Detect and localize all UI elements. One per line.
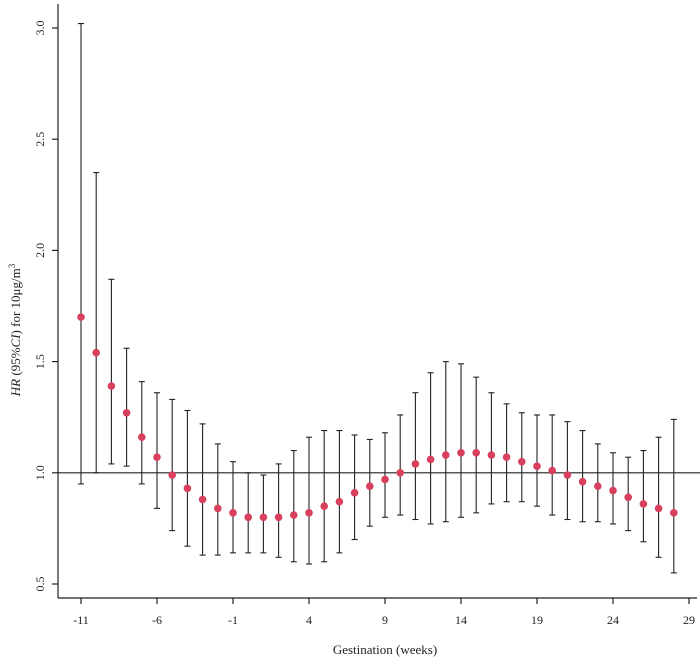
data-point — [77, 313, 85, 321]
data-point — [548, 466, 556, 475]
data-point — [320, 502, 329, 510]
y-label-ci-open: (95% — [8, 347, 23, 379]
x-tick-label: -6 — [152, 613, 162, 627]
data-point — [654, 504, 663, 513]
data-point — [487, 451, 496, 459]
x-tick-label: 9 — [382, 613, 388, 627]
data-point — [381, 475, 389, 484]
data-point — [183, 484, 192, 493]
data-point — [609, 486, 617, 495]
data-point — [92, 348, 100, 357]
data-point — [168, 471, 176, 479]
marks — [77, 23, 678, 574]
data-point — [305, 509, 313, 517]
data-point — [290, 511, 298, 519]
y-tick-label: 1.5 — [33, 354, 47, 369]
data-point — [366, 482, 374, 490]
y-axis-label: HR (95%CI) for 10μg/m3 — [7, 263, 23, 397]
y-tick-label: 2.0 — [33, 243, 47, 258]
data-point — [578, 477, 587, 486]
x-tick-label: 19 — [531, 613, 543, 627]
x-axis-label: Gestination (weeks) — [333, 642, 437, 657]
axes: 0.5 1.0 1.5 2.0 2.5 3.0 -11 -6 -1 4 9 14 19 24 29 — [33, 4, 700, 627]
y-tick-label: 0.5 — [33, 577, 47, 592]
data-point — [594, 482, 602, 490]
data-point — [153, 453, 161, 462]
data-point — [335, 497, 344, 506]
y-tick-label: 3.0 — [33, 21, 47, 36]
y-label-hr: HR — [8, 379, 23, 397]
data-point — [518, 457, 526, 466]
data-point — [122, 408, 131, 417]
data-point — [138, 433, 146, 442]
y-label-unit: ) for 10μg/m — [8, 268, 23, 334]
x-tick-label: 24 — [607, 613, 619, 627]
data-point — [533, 462, 541, 470]
data-point — [259, 513, 268, 522]
y-tick-label: 2.5 — [33, 132, 47, 147]
data-point — [563, 471, 572, 479]
data-point — [670, 509, 678, 517]
data-point — [244, 513, 252, 522]
data-point — [457, 448, 465, 457]
x-tick-label: 4 — [306, 613, 312, 627]
data-point — [214, 504, 222, 513]
data-point — [229, 509, 237, 517]
data-point — [396, 469, 405, 477]
data-point — [350, 489, 359, 497]
data-point — [411, 460, 420, 468]
x-tick-label: -11 — [73, 613, 89, 627]
x-tick-label: 14 — [455, 613, 467, 627]
y-tick-label: 1.0 — [33, 465, 47, 480]
data-point — [442, 451, 450, 459]
x-tick-label: -1 — [228, 613, 238, 627]
y-label-ci: CI — [8, 334, 23, 348]
y-label-sup: 3 — [7, 263, 17, 268]
data-point — [198, 495, 207, 504]
data-point — [426, 455, 435, 464]
data-point — [274, 513, 283, 522]
data-point — [502, 453, 511, 462]
data-point — [472, 448, 481, 457]
data-point — [639, 500, 648, 508]
data-point — [624, 493, 632, 502]
x-tick-label: 29 — [683, 613, 695, 627]
data-point — [107, 382, 116, 390]
